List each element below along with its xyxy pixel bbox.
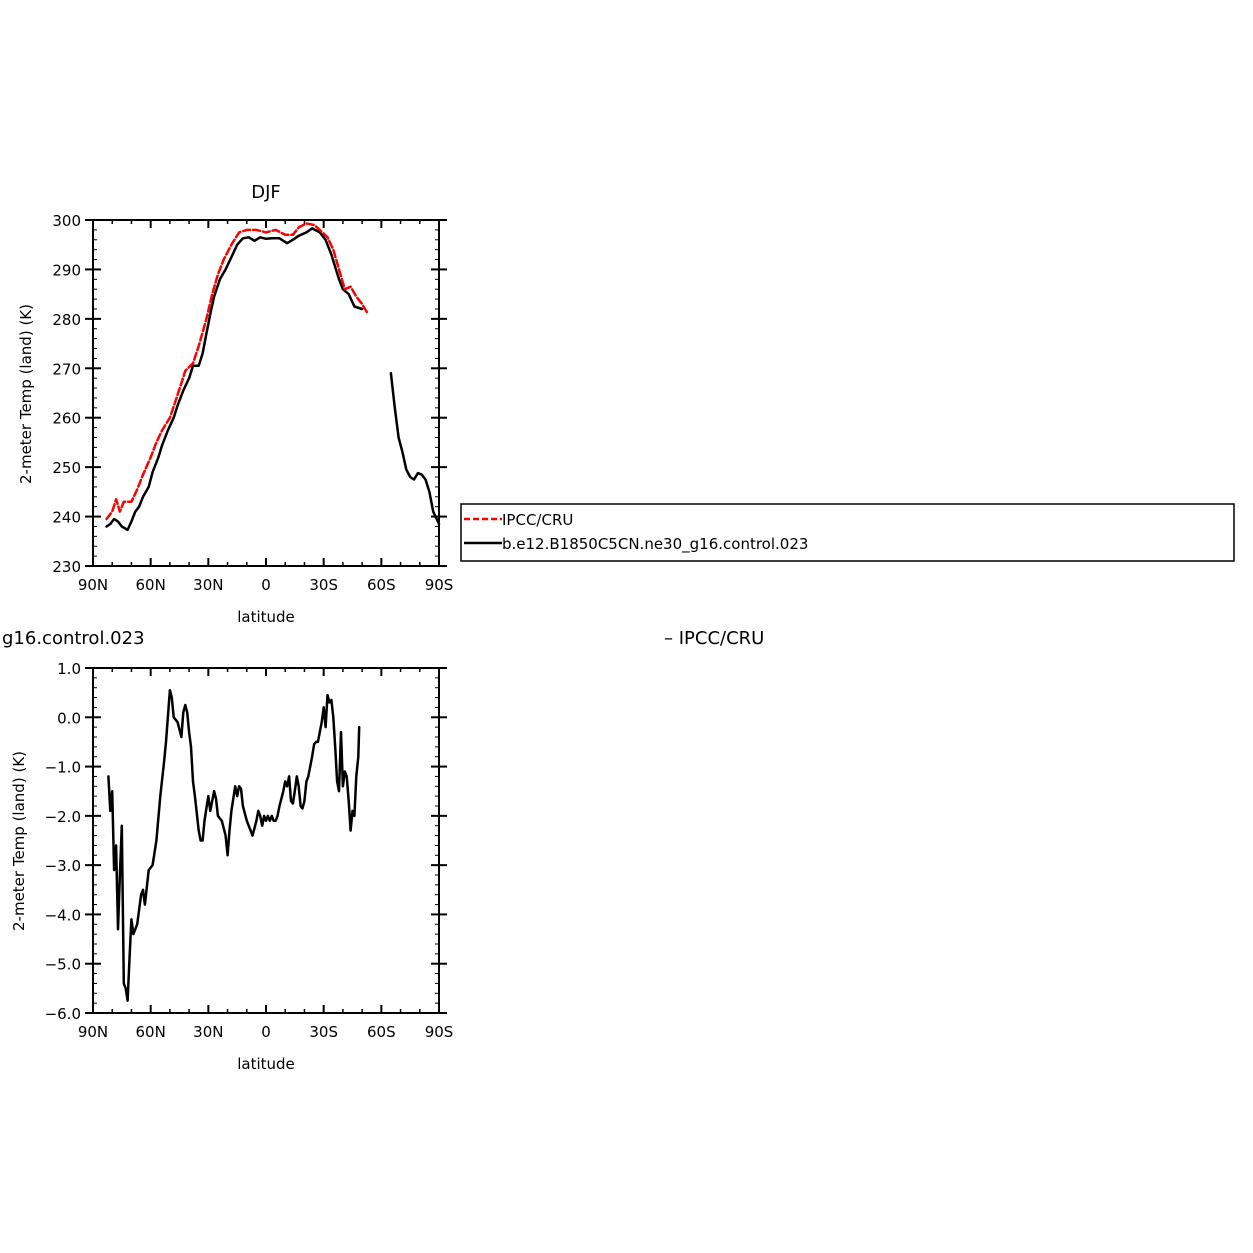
- panel1-x-tick-label: 60N: [136, 576, 166, 594]
- legend-label-ipcc: IPCC/CRU: [502, 511, 573, 529]
- panel1-x-tick-label: 30N: [193, 576, 223, 594]
- panel1-ylabel: 2-meter Temp (land) (K): [17, 304, 35, 484]
- panel2-x-tick-label: 90N: [78, 1023, 108, 1041]
- panel2-plot-frame: [92, 667, 440, 1014]
- panel2-xlabel: latitude: [237, 1055, 295, 1073]
- panel1-title: DJF: [251, 182, 281, 203]
- panel1-y-tick-label: 230: [52, 558, 81, 576]
- panel1-axes: 90N 60N 30N 0 30S 60S 90S 230 240 250 260 270 280 290…: [52, 212, 453, 594]
- panel2-x-tick-label: 30N: [193, 1023, 223, 1041]
- panel-djf-temperature: DJF 90N 60N 30N 0 30S 60S 90S 230 240 250 260 270 28…: [17, 182, 453, 626]
- panel2-x-tick-label: 60S: [367, 1023, 396, 1041]
- panel1-y-tick-label: 270: [52, 360, 81, 378]
- panel2-y-tick-label: −2.0: [45, 808, 81, 826]
- panel1-y-tick-label: 290: [52, 261, 81, 279]
- panel1-y-tick-label: 280: [52, 311, 81, 329]
- panel2-x-tick-label: 0: [261, 1023, 271, 1041]
- panel1-x-tick-label: 60S: [367, 576, 396, 594]
- panel1-x-tick-label: 0: [261, 576, 271, 594]
- panel1-x-tick-label: 90S: [425, 576, 454, 594]
- legend-box: [460, 503, 1235, 562]
- panel1-series-line-model-seg0: [105, 227, 364, 532]
- panel-difference: g16.control.023 – IPCC/CRU 90N 60N 30N 0 30S…: [2, 628, 764, 1073]
- panel1-x-tick-label: 90N: [78, 576, 108, 594]
- panel1-series-line-model-seg1: [389, 371, 441, 526]
- panel1-series-group: [105, 222, 441, 532]
- panel2-title-left: g16.control.023: [2, 628, 145, 649]
- panel1-y-tick-label: 260: [52, 410, 81, 428]
- legend: IPCC/CRU b.e12.B1850C5CN.ne30_g16.contro…: [460, 503, 1235, 562]
- panel2-x-tick-label: 30S: [309, 1023, 338, 1041]
- panel2-y-tick-label: −6.0: [45, 1005, 81, 1023]
- panel1-x-tick-label: 30S: [309, 576, 338, 594]
- panel2-y-tick-label: 0.0: [57, 709, 81, 727]
- panel2-y-tick-label: −5.0: [45, 956, 81, 974]
- panel2-ylabel: 2-meter Temp (land) (K): [10, 751, 28, 931]
- panel2-x-tick-label: 60N: [136, 1023, 166, 1041]
- panel1-series-line-ipcc-cru-seg0: [105, 222, 370, 521]
- panel2-axes: 90N 60N 30N 0 30S 60S 90S −6.0 −5.0 −4.0 −3.0 −2.0 −…: [45, 660, 454, 1041]
- panel2-y-tick-label: −4.0: [45, 906, 81, 924]
- panel2-series-line-model-seg0: [107, 688, 361, 1002]
- panel2-y-tick-label: −3.0: [45, 857, 81, 875]
- panel1-y-tick-label: 250: [52, 459, 81, 477]
- panel1-y-tick-label: 300: [52, 212, 81, 230]
- panel2-x-tick-label: 90S: [425, 1023, 454, 1041]
- panel1-plot-frame: [92, 219, 440, 567]
- legend-label-model: b.e12.B1850C5CN.ne30_g16.control.023: [502, 535, 808, 554]
- panel2-series-group: [107, 688, 361, 1002]
- panel1-y-tick-label: 240: [52, 509, 81, 527]
- panel2-title-right: – IPCC/CRU: [664, 628, 764, 649]
- panel2-y-tick-label: −1.0: [45, 759, 81, 777]
- panel1-xlabel: latitude: [237, 608, 295, 626]
- panel2-y-tick-label: 1.0: [57, 660, 81, 678]
